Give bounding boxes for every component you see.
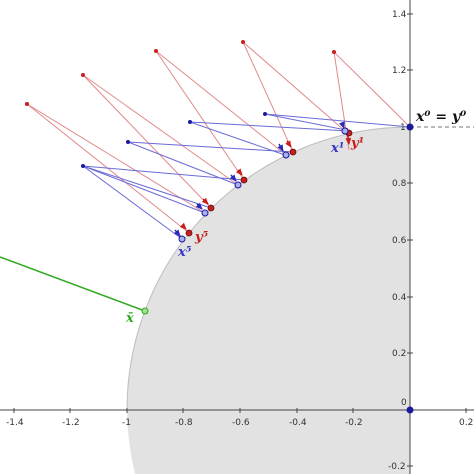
x1-label: x¹ — [330, 141, 344, 156]
origin-point — [406, 406, 414, 414]
blue-outer-points — [81, 112, 267, 168]
y-tick-label: 1.4 — [392, 10, 407, 20]
disk-fill-right — [410, 127, 474, 410]
x-tick-label: 0 — [401, 398, 407, 408]
disk-fill — [126, 126, 411, 411]
start-point — [406, 123, 414, 131]
xbar-label: x̄ — [125, 311, 134, 326]
x5-label: x⁵ — [177, 245, 192, 260]
x-tick-label: -0.8 — [175, 418, 193, 428]
red-outer-points — [25, 40, 336, 106]
x-tick-label: -0.4 — [289, 418, 307, 428]
y-tick-label: 0.2 — [392, 349, 406, 359]
x-tick-label: -0.6 — [232, 418, 250, 428]
y-tick-label: 0.6 — [392, 236, 407, 246]
y-tick-label: 1 — [400, 123, 406, 133]
x-tick-label: 0.2 — [459, 418, 473, 428]
disk-fill-lower — [127, 410, 410, 474]
y-tick-label: 0.8 — [392, 179, 407, 189]
y-tick-label: 1.2 — [392, 66, 406, 76]
solution-point — [141, 307, 149, 315]
red-iterate-points — [185, 129, 353, 237]
y1-label: y¹ — [350, 136, 364, 151]
start-label: x⁰ = y⁰ — [415, 109, 466, 125]
y-tick-label: -0.2 — [388, 462, 406, 472]
x-tick-label: -1.2 — [62, 418, 80, 428]
x-tick-label: -0.2 — [345, 418, 363, 428]
x-tick-label: -1.4 — [6, 418, 24, 428]
y5-label: y⁵ — [194, 230, 209, 245]
y-tick-label: 0.4 — [392, 293, 407, 303]
blue-arrows — [173, 121, 345, 237]
x-tick-label: -1 — [122, 418, 131, 428]
blue-iterate-points — [178, 127, 349, 243]
solution-ray — [0, 256, 146, 312]
disk-fill-lower-arc — [127, 410, 135, 474]
x-tick-marks — [13, 408, 467, 413]
